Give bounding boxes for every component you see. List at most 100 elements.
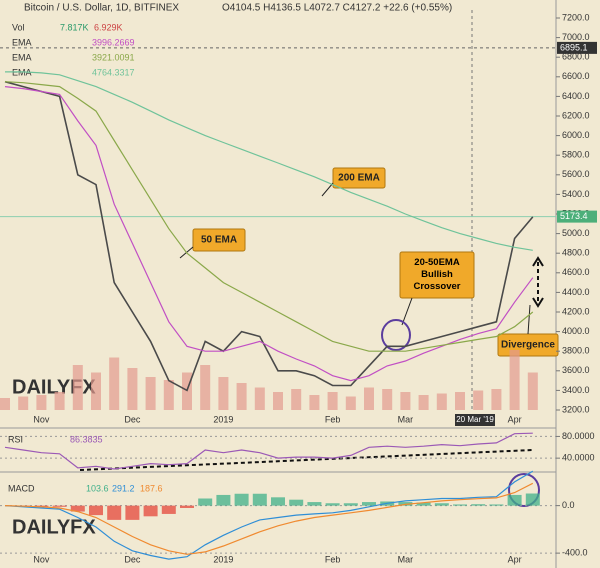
histogram-bar — [89, 505, 103, 516]
volume-bar — [473, 390, 484, 410]
y-tick-label: 6600.0 — [562, 71, 590, 81]
volume-bar — [400, 392, 411, 410]
series-line — [4, 81, 534, 352]
histogram-bar — [307, 502, 322, 506]
y-tick-label: 80.0000 — [562, 431, 595, 441]
y-tick-label: 3800.0 — [562, 346, 590, 356]
ohlc: O4104.5 H4136.5 L4072.7 C4127.2 +22.6 (+… — [222, 3, 452, 14]
price-label: 5173.4 — [560, 211, 588, 221]
y-tick-label: 4800.0 — [562, 248, 590, 258]
annotation: 200 EMA — [338, 173, 380, 184]
y-tick-label: 4200.0 — [562, 306, 590, 316]
histogram-bar — [434, 503, 449, 506]
histogram-bar — [180, 505, 194, 508]
legend-value: 3921.0091 — [92, 52, 135, 62]
histogram-bar — [143, 505, 158, 517]
volume-bar — [382, 389, 393, 410]
histogram-bar — [216, 494, 231, 506]
y-tick-label: 3600.0 — [562, 365, 590, 375]
series-line — [4, 80, 534, 392]
y-tick-label: 4000.0 — [562, 326, 590, 336]
price-box — [557, 41, 597, 54]
x-tick-label: 2019 — [213, 554, 233, 564]
volume-bar — [163, 380, 174, 410]
histogram-bar — [252, 493, 267, 506]
x-tick-label: Apr — [508, 554, 522, 564]
volume-bar — [254, 387, 265, 410]
volume-bar — [200, 365, 211, 410]
y-tick-label: 6000.0 — [562, 130, 590, 140]
macd-circle — [508, 473, 540, 507]
y-tick-label: 7000.0 — [562, 32, 590, 42]
x-tick-label: Mar — [398, 554, 414, 564]
histogram-bar — [489, 504, 504, 506]
x-tick-label: Feb — [325, 554, 341, 564]
histogram-bar — [471, 504, 486, 506]
y-tick-label: 5000.0 — [562, 228, 590, 238]
annotation: Divergence — [501, 340, 555, 351]
rsi-trendline — [79, 449, 533, 471]
annotation-cross: 20-50EMA Bullish Crossover — [381, 251, 475, 351]
histogram-bar — [525, 493, 540, 506]
volume-bar — [54, 392, 65, 410]
legend-name: EMA — [12, 37, 32, 47]
legend-name: Vol — [12, 22, 25, 32]
volume-bar — [218, 377, 229, 410]
volume-bar — [72, 365, 83, 410]
volume-bar — [418, 395, 429, 410]
histogram-bar — [343, 503, 358, 506]
histogram-bar — [234, 493, 249, 506]
histogram-bar — [161, 505, 176, 514]
panel-title: RSI — [8, 434, 23, 444]
panel-title: MACD — [8, 483, 35, 493]
legend-value: 86.3835 — [70, 434, 103, 444]
y-tick-label: -400.0 — [562, 548, 588, 558]
legend-value: 3996.2669 — [92, 37, 135, 47]
legend-value: 291.2 — [112, 483, 135, 493]
y-tick-label: 40.0000 — [562, 453, 595, 463]
histogram-bar — [325, 503, 340, 506]
annotation: 50 EMA — [201, 235, 237, 246]
volume-bar — [436, 393, 447, 410]
y-tick-label: 4600.0 — [562, 267, 590, 277]
chart-title: Bitcoin / U.S. Dollar, 1D, BITFINEX — [24, 3, 179, 14]
legend-value: 187.6 — [140, 483, 163, 493]
legend-value: 4764.3317 — [92, 67, 135, 77]
volume-bar — [309, 395, 320, 410]
annotation: 20-50EMA Bullish Crossover — [413, 257, 461, 292]
price-label: 6895.1 — [560, 42, 588, 52]
volume-bar — [291, 389, 302, 410]
series-line — [4, 482, 534, 555]
annotation-200: 200 EMA — [321, 167, 386, 197]
histogram-bar — [362, 502, 376, 506]
volume-bar — [127, 368, 138, 410]
series-line — [4, 470, 534, 560]
histogram-bar — [289, 499, 304, 506]
y-tick-label: 5400.0 — [562, 189, 590, 199]
x-tick-label: Nov — [33, 554, 50, 564]
volume-bar — [91, 372, 101, 410]
histogram-bar — [198, 498, 213, 506]
legend-name: EMA — [12, 52, 32, 62]
histogram-bar — [125, 505, 140, 520]
histogram-bar — [52, 505, 67, 507]
y-tick-label: 6800.0 — [562, 52, 590, 62]
volume-bar — [491, 389, 502, 410]
x-tick-label: Feb — [325, 414, 341, 424]
volume-bar — [273, 392, 283, 410]
x-tick-label: Apr — [508, 414, 522, 424]
y-tick-label: 6400.0 — [562, 91, 590, 101]
legend-value: 103.6 — [86, 483, 109, 493]
x-tick-label: Dec — [124, 414, 141, 424]
y-tick-label: 5600.0 — [562, 169, 590, 179]
y-tick-label: 4400.0 — [562, 287, 590, 297]
legend-value: 7.817K — [60, 22, 89, 32]
volume-bar — [455, 392, 465, 410]
y-tick-label: 3200.0 — [562, 404, 590, 414]
volume-bar — [509, 350, 520, 410]
volume-bar — [145, 377, 156, 410]
logo: DAILYFX — [12, 516, 96, 538]
volume-bar — [527, 372, 538, 410]
